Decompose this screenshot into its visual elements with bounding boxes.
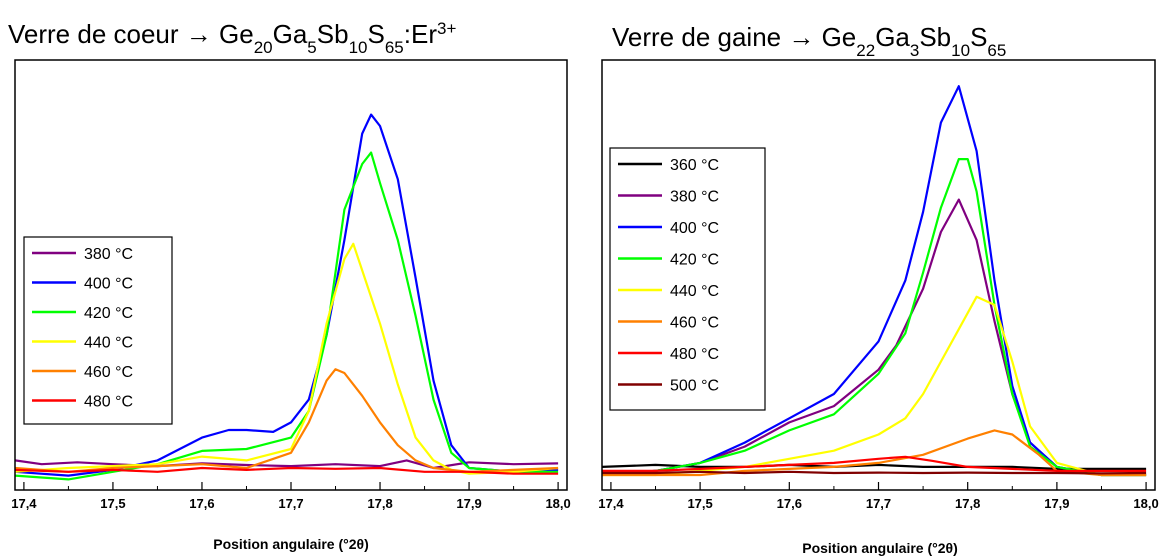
legend: 380 °C 400 °C 420 °C 440 °C 460 °C 480 °C [24,237,172,424]
x-tick-label: 18,0 [545,496,570,511]
legend-label: 440 °C [84,335,133,352]
legend-label: 380 °C [670,189,719,206]
legend-label: 420 °C [84,305,133,322]
legend-label: 400 °C [84,276,133,293]
chart-panel-cladding-glass: Verre de gaine → Ge22Ga3Sb10S65 17,4 17,5 1… [598,22,1158,556]
x-tick-label: 17,4 [598,496,624,511]
legend-label: 440 °C [670,283,719,300]
chart-title: Verre de coeur → Ge20Ga5Sb10S65:Er3+ [8,19,456,57]
x-axis-label: Position angulaire (°2θ) [213,536,369,552]
x-tick-label: 17,8 [955,496,980,511]
chart-title: Verre de gaine → Ge22Ga3Sb10S65 [612,22,1006,60]
x-tick-label: 18,0 [1133,496,1158,511]
x-tick-label: 17,9 [1044,496,1069,511]
x-tick-label: 17,9 [456,496,481,511]
x-tick-label: 17,4 [11,496,37,511]
legend-label: 500 °C [670,378,719,395]
x-tick-label: 17,6 [189,496,214,511]
legend-label: 460 °C [670,315,719,332]
x-axis-label: Position angulaire (°2θ) [802,540,958,556]
legend-label: 420 °C [670,252,719,269]
x-tick-label: 17,7 [866,496,891,511]
legend-label: 480 °C [670,346,719,363]
legend-label: 460 °C [84,364,133,381]
legend-label: 480 °C [84,394,133,411]
legend-label: 380 °C [84,246,133,263]
chart-panel-core-glass: Verre de coeur → Ge20Ga5Sb10S65:Er3+ 17,4… [8,19,571,553]
legend: 360 °C 380 °C 400 °C 420 °C 440 °C 460 °C 480 … [610,148,765,410]
legend-label: 400 °C [670,220,719,237]
x-tick-label: 17,6 [777,496,802,511]
x-tick-label: 17,7 [278,496,303,511]
x-tick-label: 17,8 [367,496,392,511]
legend-box [610,148,765,410]
series-line-500 [602,472,1146,474]
legend-label: 360 °C [670,157,719,174]
x-tick-label: 17,5 [687,496,712,511]
x-tick-label: 17,5 [100,496,125,511]
